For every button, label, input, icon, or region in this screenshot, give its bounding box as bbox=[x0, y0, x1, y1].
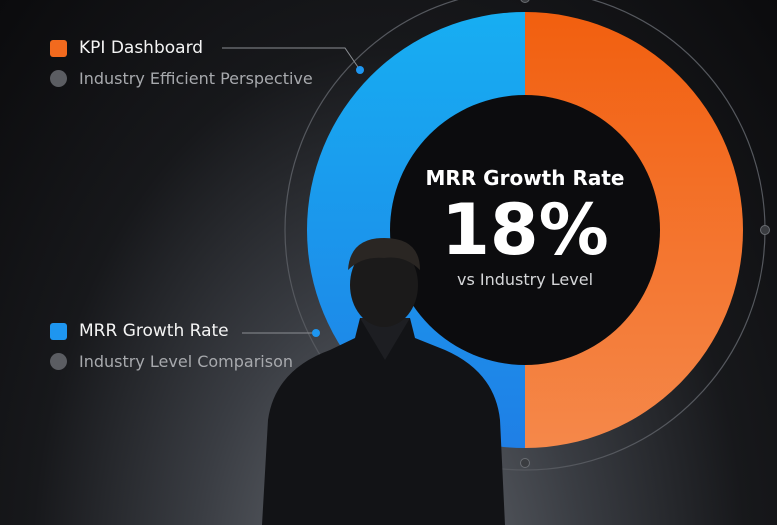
ring-dot bbox=[760, 225, 770, 235]
donut-center-label: MRR Growth Rate 18% vs Industry Level bbox=[390, 95, 660, 365]
leader-line bbox=[222, 47, 361, 71]
legend-label: MRR Growth Rate bbox=[79, 321, 229, 341]
gray-dot-icon bbox=[50, 352, 67, 370]
center-title: MRR Growth Rate bbox=[425, 165, 625, 190]
ring-dot bbox=[520, 458, 530, 468]
center-value: 18% bbox=[441, 188, 609, 271]
orange-square-icon bbox=[50, 39, 67, 57]
legend-item-kpi-dashboard: KPI Dashboard Industry Efficient Perspec… bbox=[50, 33, 313, 93]
marker-dot bbox=[312, 329, 320, 337]
man-silhouette bbox=[262, 238, 505, 525]
gray-dot-icon bbox=[50, 69, 67, 87]
center-subtitle: vs Industry Level bbox=[456, 269, 594, 289]
legend-sublabel: Industry Level Comparison bbox=[79, 351, 294, 371]
ring-dot bbox=[520, 0, 530, 3]
blue-square-icon bbox=[50, 322, 67, 340]
legend-label: KPI Dashboard bbox=[79, 38, 204, 58]
legend-sublabel: Industry Efficient Perspective bbox=[79, 68, 313, 88]
legend-item-mrr-growth-rate: MRR Growth Rate Industry Level Compariso… bbox=[50, 316, 293, 376]
donut-hole bbox=[390, 95, 660, 365]
marker-dot bbox=[356, 66, 364, 74]
